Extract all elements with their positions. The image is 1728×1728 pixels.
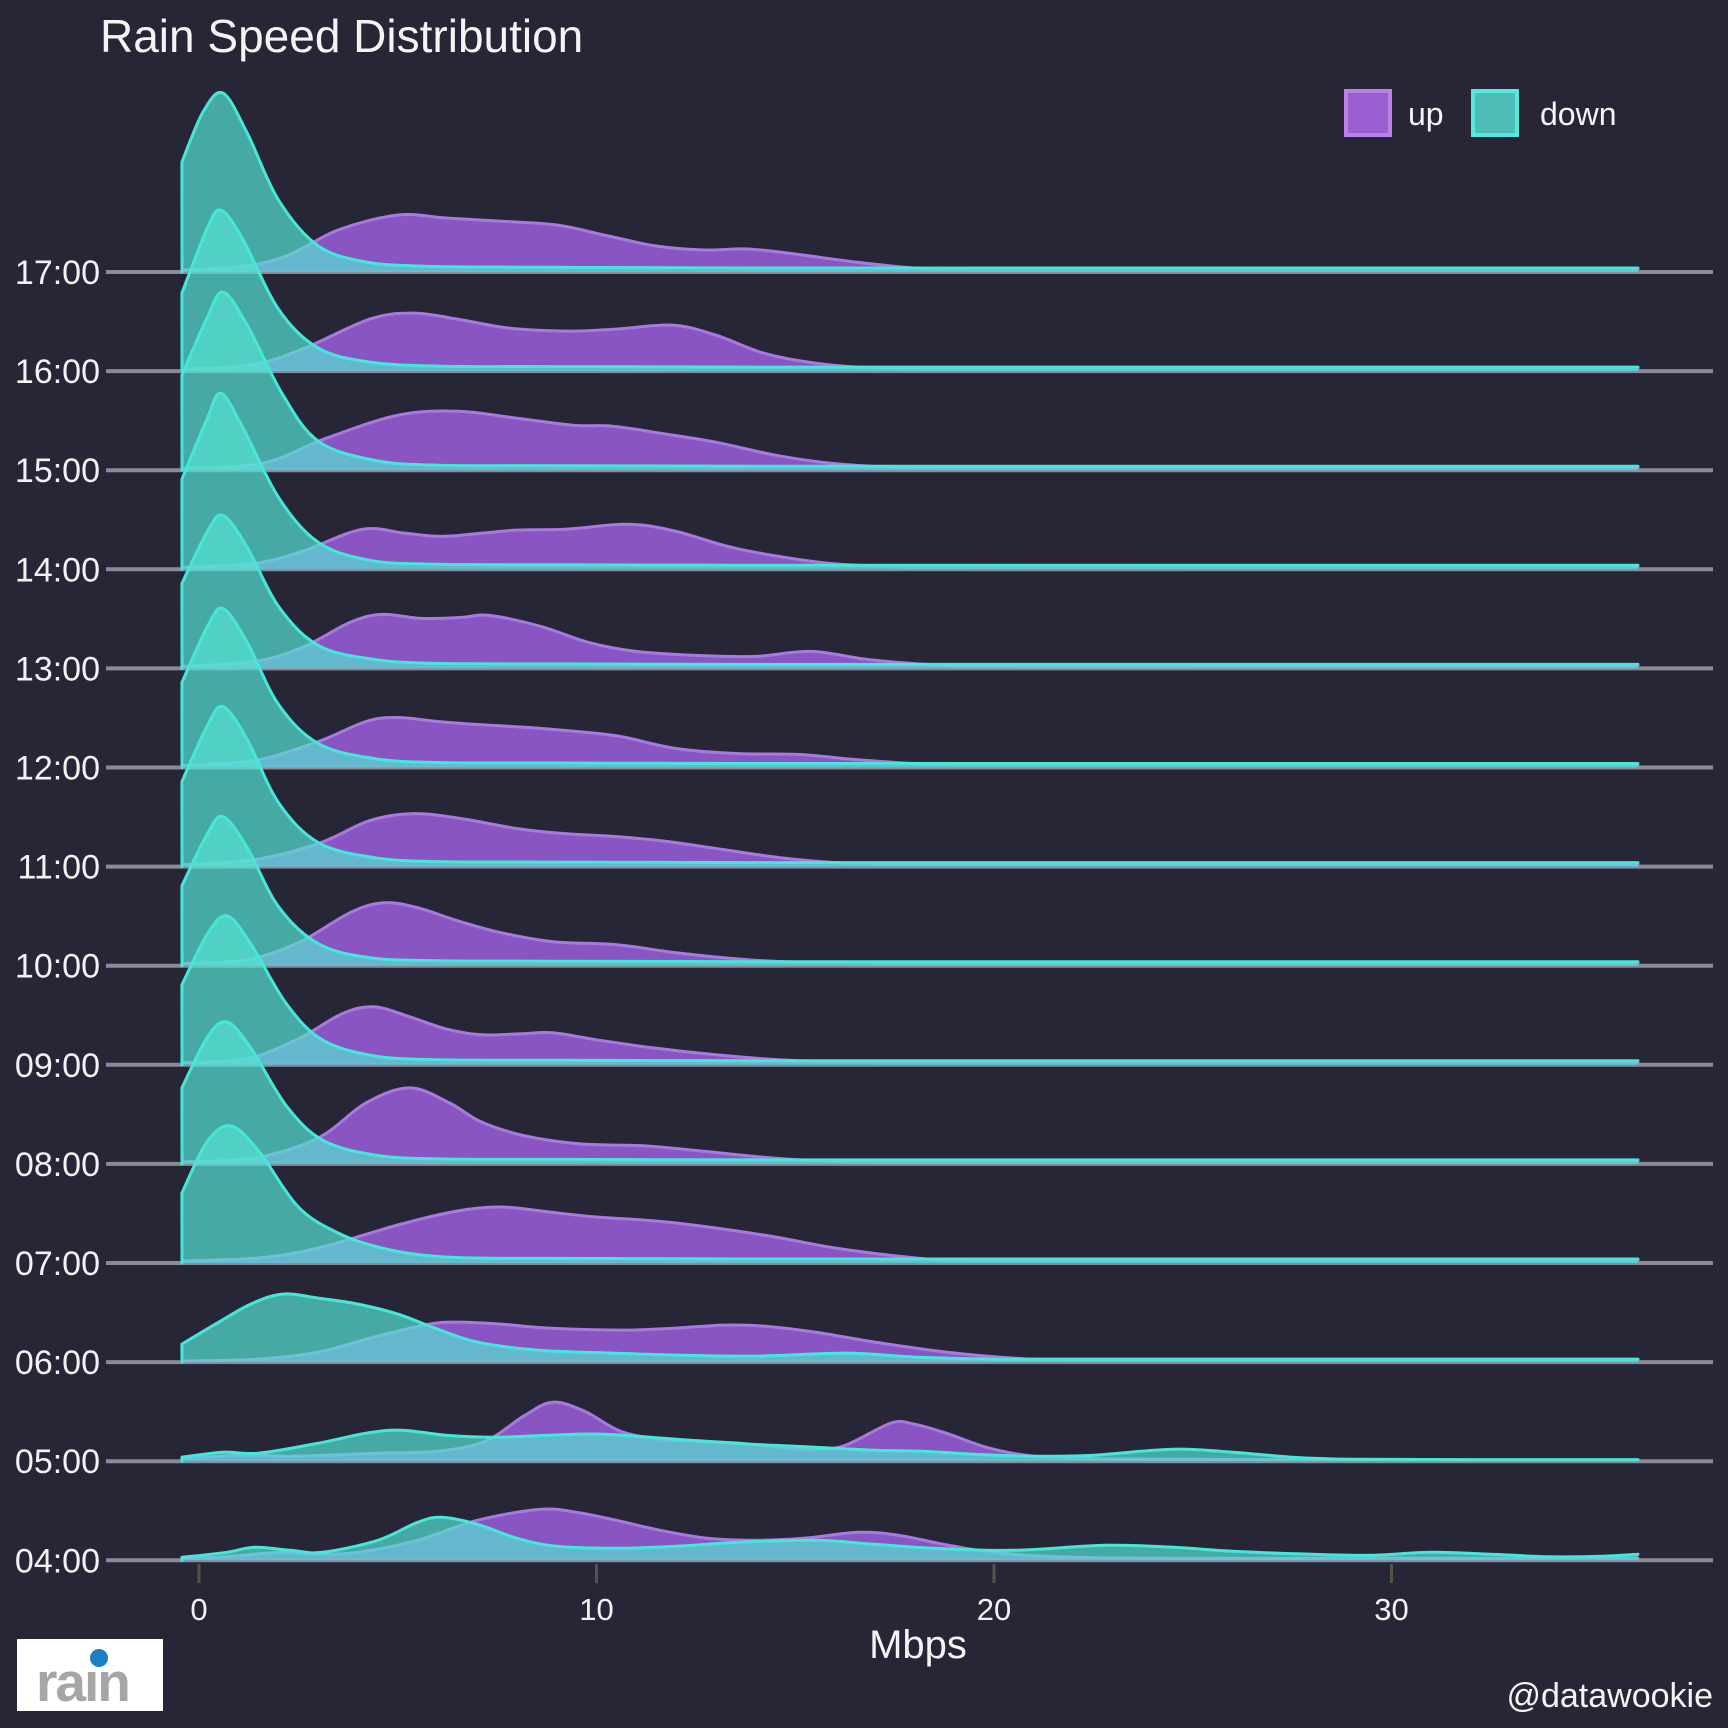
up-density-area	[181, 1206, 1638, 1263]
up-density-area	[181, 410, 1638, 471]
up-density-area	[181, 1087, 1638, 1164]
ridgeline-row-0900: 09:00	[15, 914, 1713, 1085]
legend-swatch-up	[1344, 89, 1392, 137]
y-axis-label: 11:00	[17, 849, 100, 887]
ridgeline-row-1000: 10:00	[15, 814, 1713, 986]
x-tick-label: 0	[190, 1592, 207, 1627]
x-axis-title: Mbps	[869, 1623, 967, 1667]
down-density-area	[181, 393, 1638, 570]
down-density-outline	[180, 1515, 1640, 1562]
legend: up down	[1344, 89, 1617, 137]
y-axis-label: 16:00	[15, 353, 100, 391]
down-density-area	[181, 1021, 1638, 1164]
legend-label-down: down	[1540, 96, 1617, 132]
ridgeline-row-1600: 16:00	[15, 208, 1713, 391]
y-axis-label: 17:00	[15, 254, 100, 292]
down-density-area	[181, 92, 1638, 272]
chart-title: Rain Speed Distribution	[100, 10, 583, 62]
y-axis-label: 14:00	[15, 551, 100, 589]
x-tick-label: 10	[579, 1592, 613, 1627]
up-density-area	[181, 813, 1638, 867]
y-axis-label: 06:00	[15, 1344, 100, 1382]
x-tick-label: 20	[977, 1592, 1011, 1627]
ridgeline-row-1400: 14:00	[15, 391, 1713, 589]
down-density-outline	[180, 391, 1640, 571]
up-density-area	[181, 524, 1638, 570]
down-density-area	[181, 209, 1638, 372]
down-density-outline	[180, 704, 1640, 869]
down-density-outline	[180, 1428, 1640, 1463]
down-density-area	[181, 515, 1638, 669]
up-density-area	[181, 214, 1638, 272]
y-axis-label: 15:00	[15, 452, 100, 490]
y-axis-label: 12:00	[15, 750, 100, 788]
x-axis: 0 10 20 30	[190, 1564, 1409, 1627]
y-axis-label: 10:00	[15, 948, 100, 986]
rain-logo-text: raın	[36, 1651, 129, 1713]
y-axis-label: 04:00	[15, 1542, 100, 1580]
down-density-outline	[180, 606, 1640, 769]
ridgeline-row-1200: 12:00	[15, 606, 1713, 788]
rain-logo: raın	[17, 1639, 163, 1713]
ridgeline-row-1500: 15:00	[15, 290, 1713, 490]
down-density-area	[181, 1430, 1638, 1462]
x-tick-label: 30	[1374, 1592, 1408, 1627]
down-density-outline	[180, 90, 1640, 274]
ridgeline-row-0600: 06:00	[15, 1292, 1713, 1382]
down-density-outline	[180, 1124, 1640, 1265]
down-density-area	[181, 915, 1638, 1065]
ridgeline-rows: 17:00 16:00 15:00 14:00 13:00 12:00 11:00 10:00…	[15, 90, 1713, 1580]
down-density-area	[181, 816, 1638, 966]
ridgeline-row-1300: 13:00	[15, 513, 1713, 688]
ridgeline-row-1700: 17:00	[15, 90, 1713, 292]
down-density-area	[181, 1517, 1638, 1561]
y-axis-label: 09:00	[15, 1047, 100, 1085]
down-density-outline	[180, 914, 1640, 1067]
legend-label-up: up	[1408, 96, 1444, 132]
down-density-area	[181, 608, 1638, 768]
down-density-area	[181, 1125, 1638, 1263]
down-density-area	[181, 706, 1638, 867]
down-density-area	[181, 292, 1638, 471]
y-axis-label: 13:00	[15, 650, 100, 688]
up-density-area	[181, 313, 1638, 372]
up-density-area	[181, 902, 1638, 966]
watermark: @datawookie	[1506, 1677, 1713, 1715]
down-density-outline	[180, 814, 1640, 968]
y-axis-label: 08:00	[15, 1146, 100, 1184]
ridgeline-row-0400: 04:00	[15, 1507, 1713, 1580]
down-density-outline	[180, 208, 1640, 373]
legend-swatch-down	[1471, 89, 1519, 137]
rain-logo-dot-icon	[90, 1649, 108, 1667]
down-density-outline	[180, 1020, 1640, 1166]
y-axis-label: 07:00	[15, 1245, 100, 1283]
ridgeline-row-0800: 08:00	[15, 1020, 1713, 1184]
up-density-area	[181, 1006, 1638, 1065]
rain-logo-background	[17, 1639, 163, 1711]
down-density-outline	[180, 1292, 1640, 1364]
ridgeline-row-0700: 07:00	[15, 1124, 1713, 1283]
y-axis-label: 05:00	[15, 1443, 100, 1481]
ridgeline-row-1100: 11:00	[17, 704, 1713, 887]
down-density-outline	[180, 290, 1640, 472]
up-density-area	[181, 614, 1638, 669]
ridgeline-row-0500: 05:00	[15, 1400, 1713, 1481]
down-density-outline	[180, 513, 1640, 670]
